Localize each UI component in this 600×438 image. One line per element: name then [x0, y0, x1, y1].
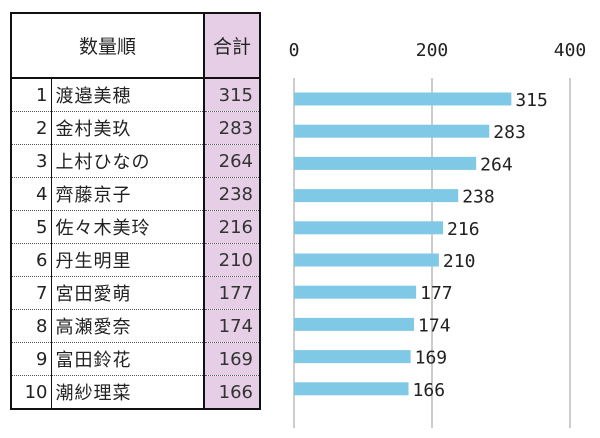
bar: [294, 92, 512, 106]
name-cell: 潮紗理菜: [51, 375, 205, 409]
header-name: 数量順: [11, 13, 205, 79]
name-cell: 上村ひなの: [51, 144, 205, 178]
table-row: 2 金村美玖 283: [11, 111, 261, 145]
data-label: 169: [415, 348, 448, 369]
table-header-row: 数量順 合計: [11, 13, 261, 79]
rank-cell: 2: [11, 111, 52, 145]
data-label: 315: [515, 90, 548, 111]
ranking-table-container: 数量順 合計 1 渡邉美穂 315 2 金村美玖 283 3 上村ひなの 264 4 齊藤京子 238…: [10, 12, 261, 410]
table-row: 4 齊藤京子 238: [11, 177, 261, 211]
name-cell: 金村美玖: [51, 111, 205, 145]
rank-cell: 7: [11, 276, 52, 310]
bar: [294, 285, 417, 299]
header-total: 合計: [204, 13, 261, 79]
data-label: 264: [480, 154, 513, 175]
data-label: 283: [493, 122, 526, 143]
total-cell: 210: [204, 243, 261, 277]
table-row: 7 宮田愛萌 177: [11, 276, 261, 310]
total-cell: 264: [204, 144, 261, 178]
table-row: 6 丹生明里 210: [11, 243, 261, 277]
rank-cell: 4: [11, 177, 52, 211]
data-label: 177: [420, 283, 453, 304]
name-cell: 丹生明里: [51, 243, 205, 277]
ranking-table: 数量順 合計 1 渡邉美穂 315 2 金村美玖 283 3 上村ひなの 264 4 齊藤京子 238…: [10, 12, 261, 410]
bar: [294, 317, 415, 331]
data-label: 166: [413, 380, 446, 401]
rank-cell: 1: [11, 78, 52, 112]
name-cell: 佐々木美玲: [51, 210, 205, 244]
x-tick-label: 200: [416, 40, 449, 61]
bar: [294, 253, 439, 267]
rank-cell: 9: [11, 342, 52, 376]
rank-cell: 6: [11, 243, 52, 277]
total-cell: 174: [204, 309, 261, 343]
name-cell: 渡邉美穂: [51, 78, 205, 112]
x-tick-label: 400: [554, 40, 587, 61]
rank-cell: 8: [11, 309, 52, 343]
name-cell: 高瀬愛奈: [51, 309, 205, 343]
bar: [294, 350, 411, 364]
table-row: 3 上村ひなの 264: [11, 144, 261, 178]
total-cell: 315: [204, 78, 261, 112]
bar: [294, 189, 459, 203]
rank-cell: 3: [11, 144, 52, 178]
total-cell: 166: [204, 375, 261, 409]
total-cell: 283: [204, 111, 261, 145]
rank-cell: 10: [11, 375, 52, 409]
table-row: 8 高瀬愛奈 174: [11, 309, 261, 343]
total-cell: 169: [204, 342, 261, 376]
data-label: 238: [462, 187, 495, 208]
data-label: 174: [418, 315, 451, 336]
table-row: 5 佐々木美玲 216: [11, 210, 261, 244]
bar: [294, 156, 477, 170]
table-row: 10 潮紗理菜 166: [11, 375, 261, 409]
table-body: 1 渡邉美穂 315 2 金村美玖 283 3 上村ひなの 264 4 齊藤京子 238 5 佐々木美玲 2…: [11, 78, 261, 409]
bar: [294, 221, 444, 235]
rank-cell: 5: [11, 210, 52, 244]
total-cell: 216: [204, 210, 261, 244]
data-label: 210: [443, 251, 476, 272]
total-cell: 238: [204, 177, 261, 211]
name-cell: 宮田愛萌: [51, 276, 205, 310]
table-row: 1 渡邉美穂 315: [11, 78, 261, 112]
total-cell: 177: [204, 276, 261, 310]
bar: [294, 124, 490, 138]
bar: [294, 382, 409, 396]
name-cell: 齊藤京子: [51, 177, 205, 211]
name-cell: 富田鈴花: [51, 342, 205, 376]
data-label: 216: [447, 219, 480, 240]
x-tick-label: 0: [289, 40, 300, 61]
table-row: 9 富田鈴花 169: [11, 342, 261, 376]
